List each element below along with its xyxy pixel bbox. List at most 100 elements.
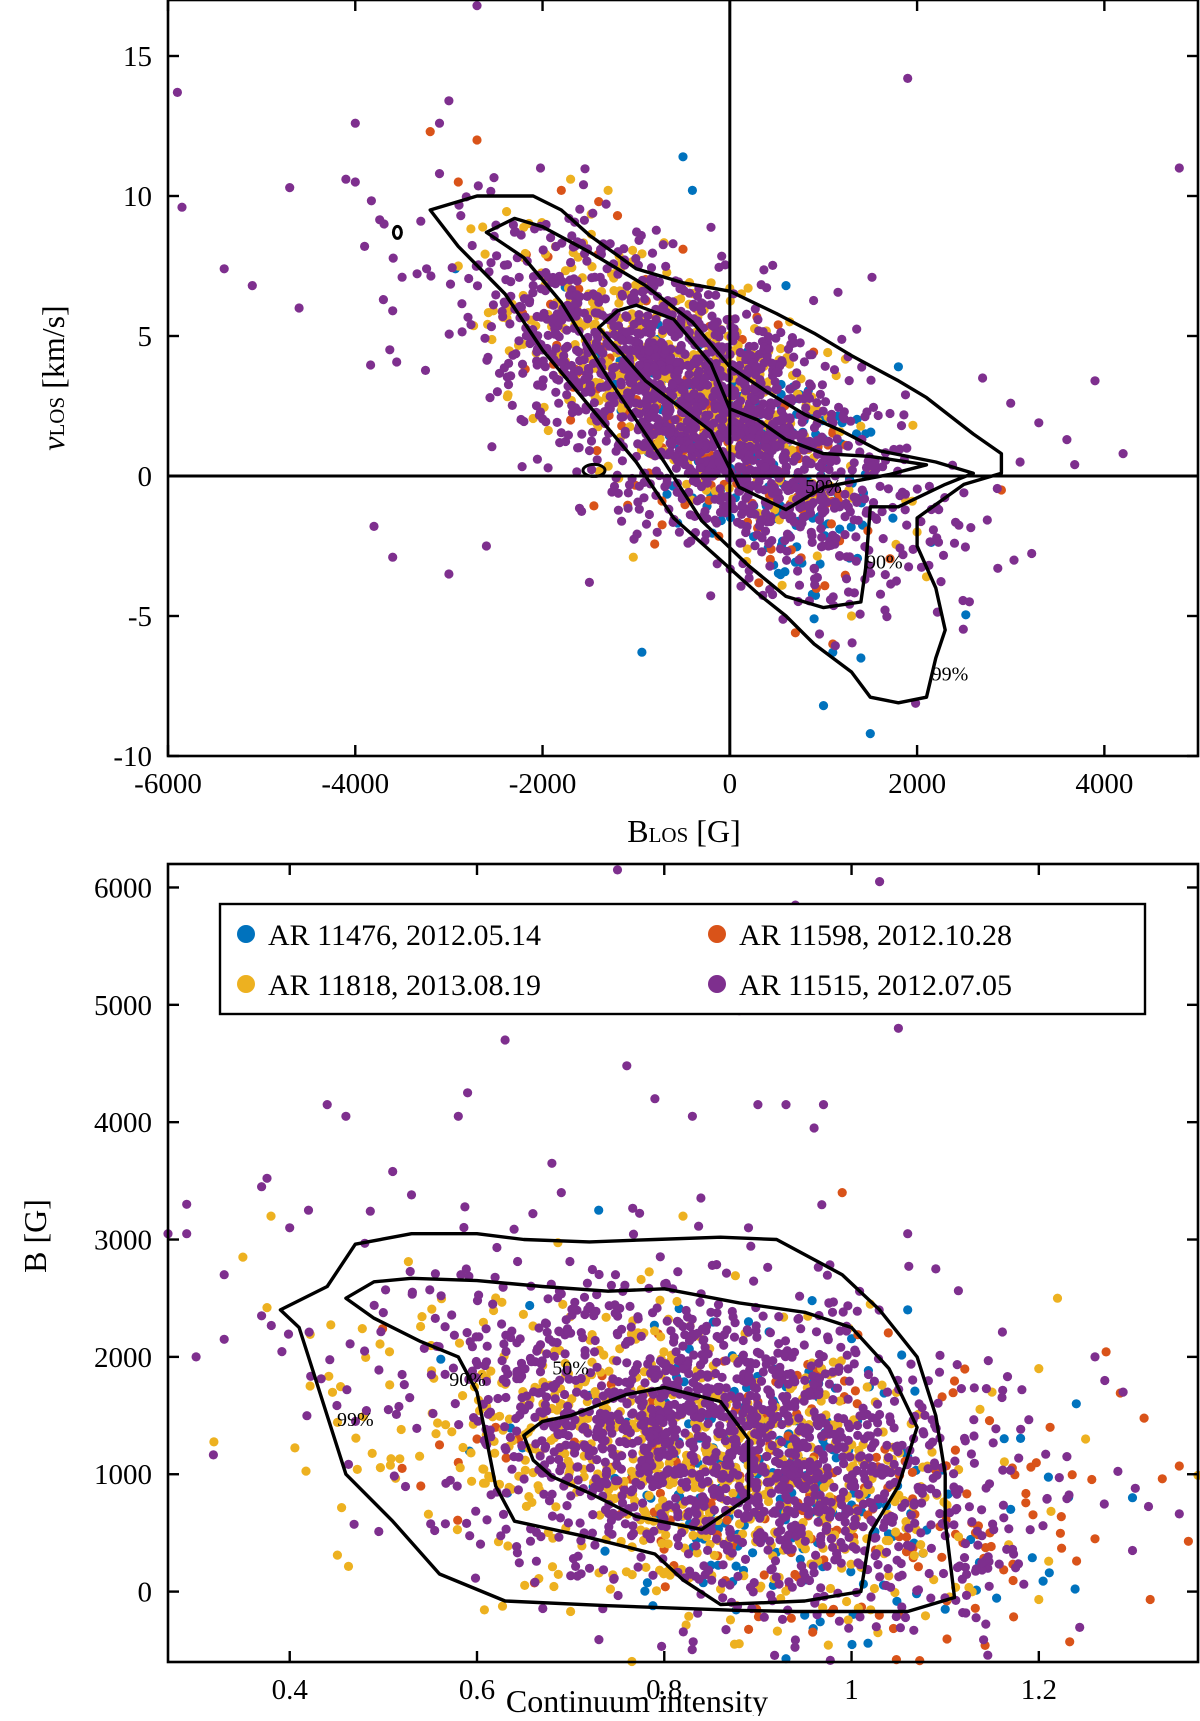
- data-point: [951, 1505, 960, 1514]
- data-point: [1055, 1473, 1064, 1482]
- data-point: [978, 373, 987, 382]
- data-point: [675, 1404, 684, 1413]
- data-point: [482, 541, 491, 550]
- data-point: [815, 1507, 824, 1516]
- data-point: [839, 1307, 848, 1316]
- data-point: [646, 277, 655, 286]
- data-point: [572, 1388, 581, 1397]
- data-point: [819, 701, 828, 710]
- data-point: [750, 342, 759, 351]
- data-point: [674, 457, 683, 466]
- data-point: [838, 1442, 847, 1451]
- data-point: [591, 291, 600, 300]
- data-point: [677, 385, 686, 394]
- data-point: [966, 523, 975, 532]
- data-point: [386, 1454, 395, 1463]
- data-point: [519, 1310, 528, 1319]
- data-point: [586, 387, 595, 396]
- data-point: [563, 342, 572, 351]
- data-point: [501, 275, 510, 284]
- data-point: [872, 1622, 881, 1631]
- data-point: [588, 209, 597, 218]
- data-point: [388, 306, 397, 315]
- data-point: [400, 1380, 409, 1389]
- data-point: [573, 276, 582, 285]
- data-point: [823, 348, 832, 357]
- data-point: [1034, 418, 1043, 427]
- data-point: [738, 501, 747, 510]
- data-point: [817, 533, 826, 542]
- data-point: [416, 1322, 425, 1331]
- data-point: [820, 581, 829, 590]
- data-point: [848, 1470, 857, 1479]
- data-point: [522, 1502, 531, 1511]
- data-point: [793, 566, 802, 575]
- data-point: [844, 1395, 853, 1404]
- data-point: [606, 1585, 615, 1594]
- data-point: [776, 328, 785, 337]
- data-point: [846, 417, 855, 426]
- data-point: [637, 648, 646, 657]
- data-point: [733, 1572, 742, 1581]
- data-point: [1071, 1584, 1080, 1593]
- data-point: [415, 1452, 424, 1461]
- data-point: [491, 290, 500, 299]
- data-point: [1146, 1595, 1155, 1604]
- data-point: [832, 456, 841, 465]
- data-point: [617, 517, 626, 526]
- data-point: [416, 217, 425, 226]
- data-point: [983, 1651, 992, 1660]
- data-point: [466, 320, 475, 329]
- data-point: [524, 1492, 533, 1501]
- data-point: [661, 1582, 670, 1591]
- data-point: [622, 328, 631, 337]
- x-tick-label: -4000: [321, 768, 389, 800]
- data-point: [433, 1418, 442, 1427]
- y-tick-label: 10: [123, 181, 152, 213]
- data-point: [764, 344, 773, 353]
- data-point: [629, 553, 638, 562]
- data-point: [884, 1564, 893, 1573]
- data-point: [445, 330, 454, 339]
- data-point: [1034, 1595, 1043, 1604]
- data-point: [891, 1527, 900, 1536]
- data-point: [835, 552, 844, 561]
- data-point: [431, 1314, 440, 1323]
- data-point: [593, 1363, 602, 1372]
- data-point: [763, 1263, 772, 1272]
- data-point: [721, 1356, 730, 1365]
- data-point: [277, 1347, 286, 1356]
- data-point: [975, 1405, 984, 1414]
- x-tick-label: 4000: [1075, 768, 1133, 800]
- data-point: [759, 265, 768, 274]
- data-point: [766, 517, 775, 526]
- data-point: [985, 1582, 994, 1591]
- data-point: [642, 394, 651, 403]
- data-point: [916, 1528, 925, 1537]
- data-point: [929, 525, 938, 534]
- data-point: [736, 539, 745, 548]
- data-point: [916, 1540, 925, 1549]
- data-point: [969, 1415, 978, 1424]
- data-point: [799, 429, 808, 438]
- data-point: [481, 250, 490, 259]
- data-point: [935, 1351, 944, 1360]
- data-point: [780, 424, 789, 433]
- data-point: [836, 1343, 845, 1352]
- contour-island: [393, 226, 401, 238]
- data-point: [760, 1613, 769, 1622]
- data-point: [638, 288, 647, 297]
- data-point: [648, 1308, 657, 1317]
- data-point: [436, 1355, 445, 1364]
- data-point: [822, 1525, 831, 1534]
- data-point: [492, 1243, 501, 1252]
- data-point: [584, 364, 593, 373]
- data-point: [1046, 1423, 1055, 1432]
- data-point: [774, 1312, 783, 1321]
- data-point: [480, 1605, 489, 1614]
- data-point: [611, 1270, 620, 1279]
- data-point: [441, 1519, 450, 1528]
- data-point: [610, 363, 619, 372]
- data-point: [209, 1450, 218, 1459]
- data-point: [696, 1193, 705, 1202]
